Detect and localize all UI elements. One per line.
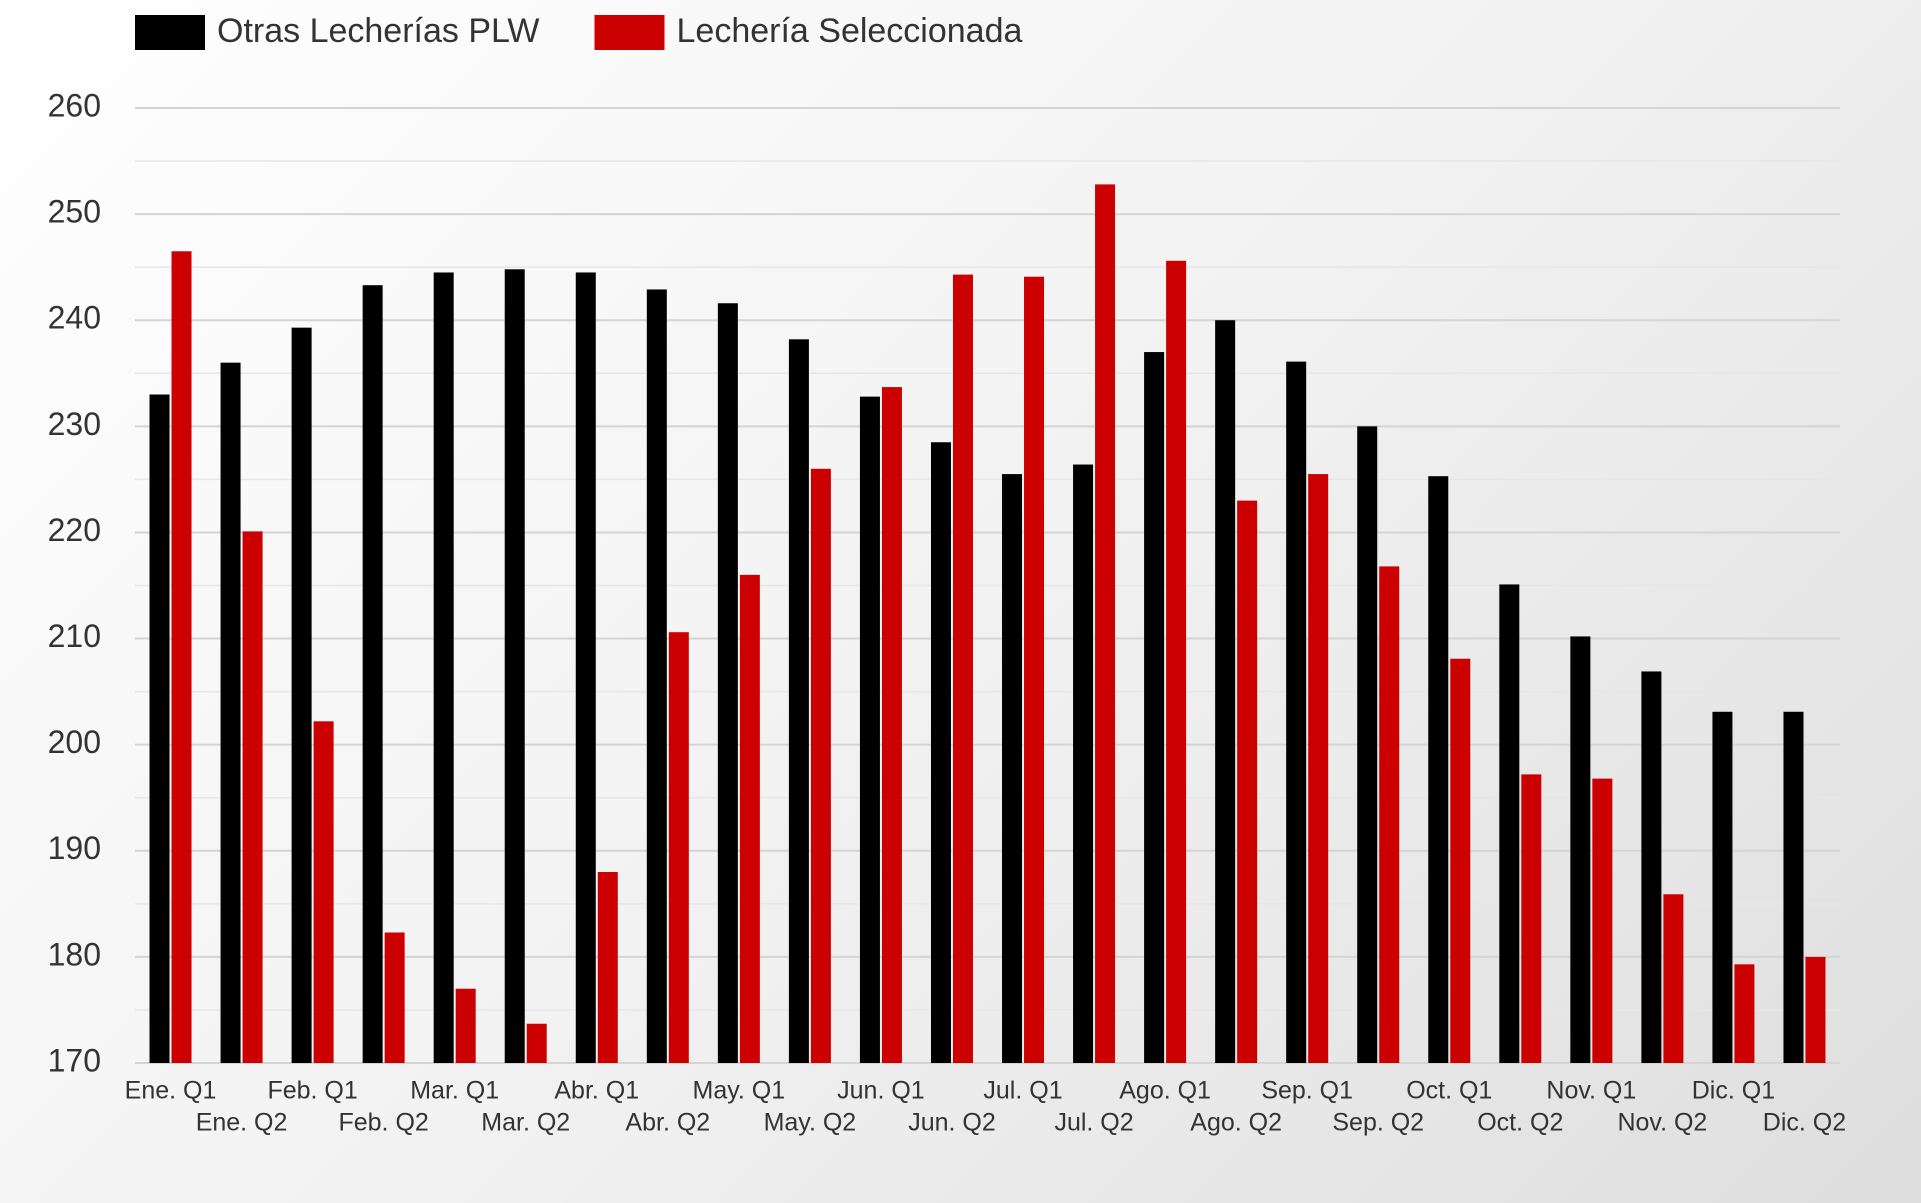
bar	[646, 289, 667, 1063]
bar	[1166, 260, 1187, 1063]
y-tick-label: 250	[48, 194, 101, 230]
bar	[1357, 426, 1378, 1063]
y-tick-label: 180	[48, 936, 101, 972]
x-tick-label: Feb. Q1	[267, 1077, 357, 1105]
bar	[220, 362, 241, 1064]
x-tick-label: Ene. Q1	[125, 1077, 217, 1105]
bar	[362, 285, 383, 1063]
y-tick-label: 240	[48, 300, 101, 336]
bar	[1215, 320, 1236, 1063]
bar	[1783, 711, 1804, 1063]
bar	[1002, 474, 1023, 1063]
x-tick-label: Abr. Q1	[554, 1077, 639, 1105]
x-tick-label: Jul. Q1	[983, 1077, 1062, 1105]
y-tick-label: 220	[48, 512, 101, 548]
x-tick-label: Sep. Q2	[1332, 1109, 1424, 1137]
x-tick-label: Dic. Q1	[1692, 1077, 1775, 1105]
bar	[1379, 566, 1400, 1063]
bar	[1641, 671, 1662, 1063]
bar	[1592, 778, 1613, 1063]
x-tick-label: Ago. Q1	[1119, 1077, 1211, 1105]
x-tick-label: May. Q1	[693, 1077, 786, 1105]
bar	[1095, 184, 1116, 1063]
bar	[1499, 584, 1520, 1063]
bar	[1521, 774, 1542, 1063]
x-tick-label: Oct. Q1	[1406, 1077, 1492, 1105]
legend-label: Lechería Seleccionada	[677, 12, 1023, 50]
bar	[242, 531, 263, 1063]
bar	[1450, 658, 1471, 1063]
bar	[171, 251, 192, 1063]
bar	[952, 274, 973, 1063]
bar	[1805, 956, 1826, 1063]
x-tick-label: Jul. Q2	[1054, 1109, 1133, 1137]
bar	[1712, 711, 1733, 1063]
x-tick-label: Abr. Q2	[625, 1109, 710, 1137]
bar	[291, 327, 312, 1063]
y-tick-label: 200	[48, 724, 101, 760]
bar	[575, 272, 596, 1063]
bar	[1286, 361, 1307, 1063]
bar	[788, 339, 809, 1063]
bar	[717, 303, 738, 1063]
bar	[526, 1023, 547, 1063]
bar	[1024, 276, 1045, 1063]
bar	[384, 932, 405, 1063]
bar	[739, 574, 760, 1063]
legend-swatch	[594, 15, 665, 50]
x-tick-label: Ago. Q2	[1190, 1109, 1282, 1137]
bar	[597, 872, 618, 1063]
y-tick-label: 230	[48, 406, 101, 442]
bar	[313, 721, 334, 1063]
bar	[668, 632, 689, 1063]
bar	[810, 468, 831, 1063]
y-tick-label: 190	[48, 830, 101, 866]
bar	[504, 269, 525, 1063]
bar	[433, 272, 454, 1063]
x-tick-label: Mar. Q2	[481, 1109, 570, 1137]
x-tick-label: Sep. Q1	[1261, 1077, 1353, 1105]
bar	[1734, 964, 1755, 1063]
x-tick-label: Jun. Q2	[908, 1109, 996, 1137]
bar	[881, 387, 902, 1063]
bar	[149, 394, 170, 1063]
x-tick-label: Mar. Q1	[410, 1077, 499, 1105]
bar	[455, 988, 476, 1063]
y-tick-label: 170	[48, 1042, 101, 1078]
x-tick-label: Oct. Q2	[1477, 1109, 1563, 1137]
bar	[1663, 894, 1684, 1063]
legend-label: Otras Lecherías PLW	[217, 12, 540, 50]
bar	[1570, 636, 1591, 1063]
x-tick-label: Nov. Q1	[1546, 1077, 1636, 1105]
bar	[1237, 500, 1258, 1064]
legend-swatch	[135, 15, 205, 50]
y-tick-label: 210	[48, 618, 101, 654]
bar	[1073, 464, 1094, 1063]
y-tick-label: 260	[48, 87, 101, 123]
x-tick-label: May. Q2	[764, 1109, 857, 1137]
bar	[859, 396, 880, 1064]
bar	[930, 442, 951, 1063]
x-tick-label: Dic. Q2	[1763, 1109, 1846, 1137]
x-tick-label: Ene. Q2	[196, 1109, 288, 1137]
bar	[1428, 476, 1449, 1063]
x-tick-label: Feb. Q2	[338, 1109, 428, 1137]
bar	[1308, 474, 1329, 1063]
x-tick-label: Nov. Q2	[1617, 1109, 1707, 1137]
x-tick-label: Jun. Q1	[837, 1077, 925, 1105]
bar	[1144, 352, 1165, 1063]
